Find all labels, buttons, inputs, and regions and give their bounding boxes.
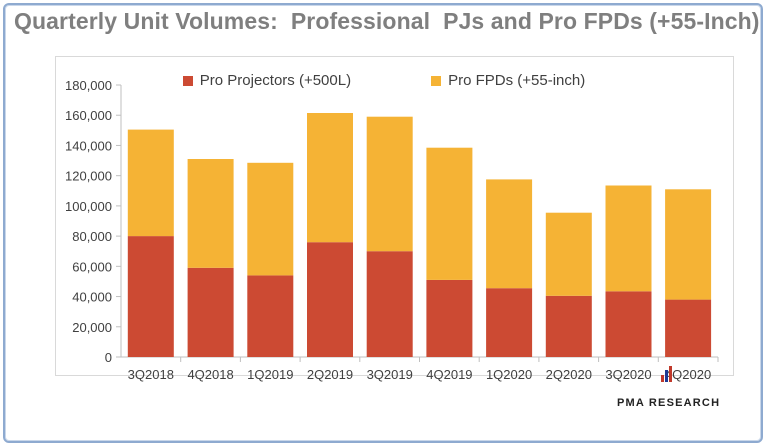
- chart-title: Quarterly Unit Volumes: Professional PJs…: [14, 8, 760, 34]
- bar-projectors: [486, 288, 533, 357]
- bar-projectors: [127, 236, 174, 357]
- x-tick-label: 2Q2020: [546, 367, 592, 382]
- legend-item-projectors: Pro Projectors (+500L): [182, 72, 352, 89]
- y-tick-label: 100,000: [65, 199, 112, 214]
- bar-fpds: [307, 113, 353, 243]
- y-tick-label: 0: [105, 350, 112, 365]
- x-tick-label: 4Q2018: [187, 367, 233, 382]
- legend: Pro Projectors (+500L) Pro FPDs (+55-inc…: [0, 72, 768, 89]
- bar-projectors: [665, 299, 712, 357]
- y-tick-label: 140,000: [65, 138, 112, 153]
- bar-fpds: [545, 212, 592, 296]
- bar-projectors: [307, 242, 353, 357]
- y-tick-label: 60,000: [72, 259, 112, 274]
- bar-projectors: [187, 267, 234, 357]
- logo-text: PMA RESEARCH: [617, 397, 721, 409]
- x-tick-label: 4Q2019: [426, 367, 472, 382]
- bar-projectors: [366, 251, 413, 357]
- x-tick-label: 3Q2019: [367, 367, 413, 382]
- x-tick-label: 2Q2019: [307, 367, 353, 382]
- bar-fpds: [366, 116, 413, 252]
- bar-fpds: [187, 159, 234, 268]
- bar-projectors: [426, 279, 473, 357]
- y-tick-label: 20,000: [72, 320, 112, 335]
- x-tick-label: 4Q2020: [665, 367, 711, 382]
- bar-fpds: [605, 185, 652, 292]
- bar-fpds: [426, 147, 473, 280]
- bar-fpds: [665, 189, 712, 300]
- legend-swatch-fpds: [431, 75, 442, 86]
- bar-fpds: [247, 162, 294, 276]
- legend-label-fpds: Pro FPDs (+55-inch): [448, 72, 586, 89]
- y-tick-label: 120,000: [65, 169, 112, 184]
- x-tick-label: 3Q2020: [605, 367, 651, 382]
- legend-item-fpds: Pro FPDs (+55-inch): [377, 72, 585, 89]
- legend-swatch-projectors: [182, 75, 193, 86]
- x-tick-label: 3Q2018: [128, 367, 174, 382]
- bar-projectors: [605, 291, 652, 357]
- bar-projectors: [545, 295, 592, 357]
- y-tick-label: 80,000: [72, 229, 112, 244]
- y-tick-label: 180,000: [65, 78, 112, 93]
- y-tick-label: 160,000: [65, 108, 112, 123]
- x-tick-label: 1Q2020: [486, 367, 532, 382]
- bar-projectors: [247, 275, 294, 357]
- y-tick-label: 40,000: [72, 290, 112, 305]
- bar-fpds: [127, 129, 174, 237]
- pma-research-logo: PMA RESEARCH: [617, 366, 737, 412]
- x-tick-label: 1Q2019: [247, 367, 293, 382]
- legend-label-projectors: Pro Projectors (+500L): [199, 72, 352, 89]
- bar-fpds: [486, 179, 533, 289]
